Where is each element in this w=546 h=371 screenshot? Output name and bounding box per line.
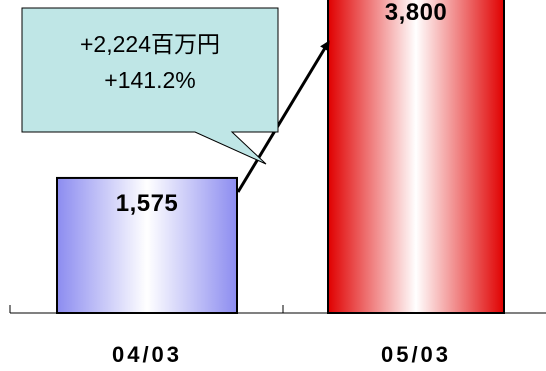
bars-group: 1,575 04/03 3,800 05/03 (56, 0, 505, 367)
bar-05-03 (327, 0, 505, 315)
bar-value-label: 3,800 (385, 0, 448, 26)
x-tick-label: 04/03 (112, 342, 182, 367)
annotation-callout (21, 7, 279, 165)
x-tick-label: 05/03 (381, 342, 451, 367)
annotation-line-1: +2,224百万円 (80, 31, 220, 57)
bar-04-03 (56, 176, 238, 314)
growth-arrow (236, 40, 330, 193)
bar-value-label: 1,575 (116, 190, 179, 217)
annotation-line-2: +141.2% (104, 67, 195, 93)
